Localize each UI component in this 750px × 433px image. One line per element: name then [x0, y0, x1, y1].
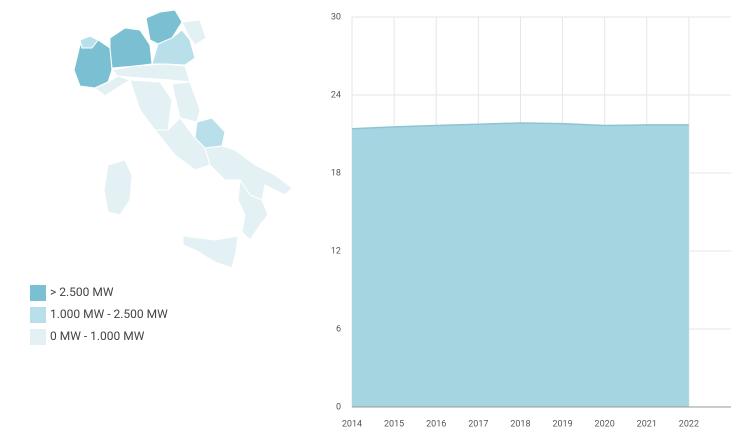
region [204, 145, 293, 201]
y-tick-label: 30 [331, 12, 341, 22]
y-tick-label: 18 [331, 168, 341, 178]
x-tick-label: 2015 [384, 419, 404, 429]
x-tick-label: 2019 [552, 419, 572, 429]
sicily [182, 235, 239, 269]
x-tick-label: 2022 [679, 419, 699, 429]
area-line [351, 122, 689, 130]
x-tick-label: 2020 [595, 419, 615, 429]
italy-map [73, 9, 293, 269]
x-tick-label: 2021 [637, 419, 657, 429]
y-tick-label: 24 [331, 90, 341, 100]
region [145, 9, 183, 45]
x-tick-label: 2018 [510, 419, 530, 429]
y-tick-label: 12 [331, 246, 341, 256]
x-tick-label: 2017 [468, 419, 488, 429]
region [151, 29, 196, 66]
x-tick-label: 2016 [426, 419, 446, 429]
y-tick-label: 6 [336, 324, 341, 334]
region [129, 79, 173, 131]
sardinia [103, 159, 133, 216]
area [352, 122, 689, 407]
x-tick-label: 2014 [342, 419, 362, 429]
region [237, 178, 269, 241]
y-tick-label: 0 [336, 402, 341, 412]
region [171, 81, 201, 123]
region [181, 19, 207, 46]
region [79, 35, 99, 49]
region [109, 27, 153, 69]
